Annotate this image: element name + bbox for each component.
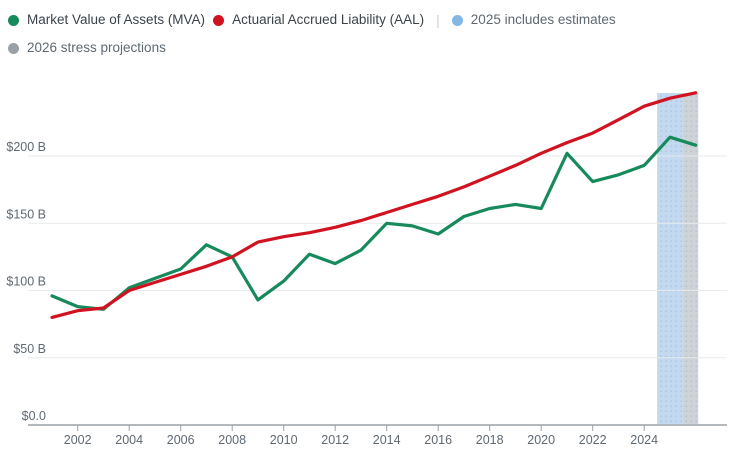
x-axis-label: 2004 [115, 433, 143, 447]
legend-item-2025-estimates[interactable]: 2025 includes estimates [451, 12, 616, 28]
legend-item-2026-stress[interactable]: 2026 stress projections [8, 41, 166, 55]
legend-item-label: Actuarial Accrued Liability (AAL) [232, 12, 425, 28]
chart-area: 2002 2004 2006 2008 2010 2012 2014 2016 2018 2020… [0, 60, 729, 451]
x-axis-label: 2014 [373, 433, 401, 447]
x-axis-label: 2012 [321, 433, 349, 447]
band-2025-estimates-dots [657, 93, 683, 425]
x-axis-label: 2020 [527, 433, 555, 447]
x-axis-label: 2018 [476, 433, 504, 447]
x-axis-label: 2010 [270, 433, 298, 447]
legend-item-aal[interactable]: Actuarial Accrued Liability (AAL) [213, 13, 424, 27]
legend-item-label: Market Value of Assets (MVA) [27, 12, 206, 28]
y-axis-label: $0.0 [22, 409, 46, 423]
y-axis-label: $200 B [6, 140, 46, 154]
legend-separator: | [436, 12, 440, 28]
mva-legend-dot-icon [8, 14, 19, 26]
estimates-legend-dot-icon [451, 14, 463, 26]
x-axis-label: 2002 [64, 433, 92, 447]
legend-item-label: 2025 includes estimates [470, 12, 616, 28]
y-axis-label: $100 B [6, 275, 46, 289]
legend-row-2: 2026 stress projections [8, 34, 720, 62]
y-axis-label: $150 B [6, 207, 46, 221]
x-axis-label: 2022 [579, 433, 607, 447]
legend-row-1: Market Value of Assets (MVA) Actuarial A… [8, 6, 720, 34]
x-axis-label: 2024 [630, 433, 658, 447]
chart-legend: Market Value of Assets (MVA) Actuarial A… [8, 6, 720, 62]
x-axis-label: 2006 [167, 433, 195, 447]
band-2026-stress-dots [682, 93, 699, 425]
mva-line [50, 135, 698, 311]
gridlines [28, 155, 727, 359]
x-axis-ticks: 2002 2004 2006 2008 2010 2012 2014 2016 2018 2020… [64, 425, 658, 447]
y-axis-label: $50 B [13, 342, 46, 356]
aal-line [50, 91, 698, 319]
legend-item-mva[interactable]: Market Value of Assets (MVA) [8, 13, 205, 27]
x-axis-label: 2016 [424, 433, 452, 447]
stress-legend-dot-icon [8, 42, 19, 54]
legend-item-label: 2026 stress projections [27, 40, 166, 56]
mva-aal-chart: 2002 2004 2006 2008 2010 2012 2014 2016 2018 2020… [6, 91, 727, 447]
aal-legend-dot-icon [213, 14, 225, 26]
x-axis-label: 2008 [218, 433, 246, 447]
y-axis-labels: $0.0 $50 B $100 B $150 B $200 B [6, 140, 46, 423]
